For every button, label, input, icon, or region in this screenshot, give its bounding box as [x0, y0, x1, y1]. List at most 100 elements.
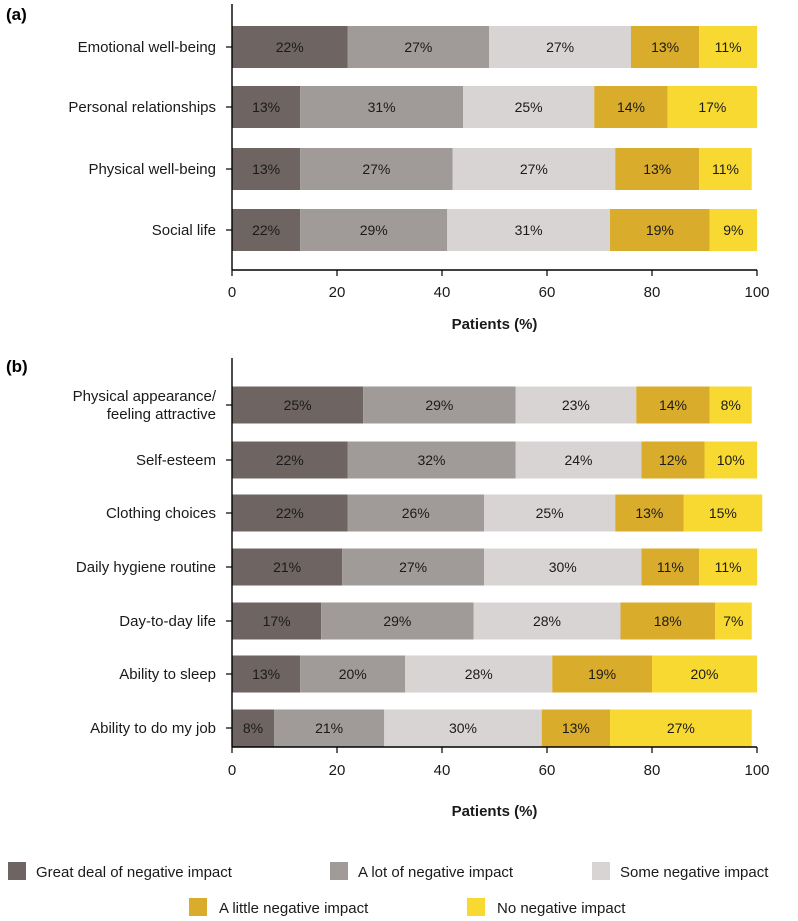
data-label: 12% [659, 452, 687, 468]
data-label: 21% [273, 559, 301, 575]
data-label: 11% [715, 39, 742, 55]
data-label: 14% [659, 397, 687, 413]
bar-segment [484, 494, 616, 532]
bar-segment [232, 86, 301, 128]
bar-row: 22% 32% 24% 12% 10% [232, 441, 757, 479]
x-tick-label: 80 [644, 284, 661, 301]
bar-segment [552, 655, 652, 693]
panel-a: (a) 22% 27% 27% 13% 11% Emotional well-being 13… [6, 4, 770, 333]
legend-item: Great deal of negative impact [8, 862, 233, 881]
bar-segment [515, 386, 637, 424]
data-label: 20% [690, 666, 718, 682]
data-label: 28% [533, 613, 561, 629]
bar-row: 13% 31% 25% 14% 17% [232, 86, 757, 128]
bar-segment [342, 548, 484, 586]
data-label: 24% [564, 452, 592, 468]
bar-segment [699, 26, 757, 68]
data-label: 21% [315, 720, 343, 736]
bar-segment [699, 548, 757, 586]
bar-segment [232, 26, 348, 68]
data-label: 19% [646, 222, 674, 238]
bar-segment [274, 709, 385, 747]
data-label: 26% [402, 505, 430, 521]
data-label: 18% [654, 613, 682, 629]
bar-segment [321, 602, 474, 640]
bar-row: 22% 26% 25% 13% 15% [232, 494, 763, 532]
bar-segment [300, 209, 448, 251]
bar-segment [715, 602, 752, 640]
bar-segment [363, 386, 516, 424]
data-label: 13% [562, 720, 590, 736]
bar-row: 13% 27% 27% 13% 11% [232, 148, 752, 190]
legend-item: A lot of negative impact [330, 862, 514, 881]
data-label: 25% [284, 397, 312, 413]
data-label: 28% [465, 666, 493, 682]
x-tick-label: 100 [744, 284, 769, 301]
data-label: 19% [588, 666, 616, 682]
x-tick-label: 40 [434, 762, 451, 779]
legend-swatch [8, 862, 26, 880]
legend-label: No negative impact [497, 900, 626, 917]
data-label: 13% [643, 161, 671, 177]
data-label: 25% [536, 505, 564, 521]
bar-segment [232, 386, 364, 424]
data-label: 13% [651, 39, 679, 55]
data-label: 27% [520, 161, 548, 177]
bar-segment [620, 602, 715, 640]
x-axis-title: Patients (%) [452, 803, 538, 820]
bar-segment [615, 494, 684, 532]
bar-segment [683, 494, 763, 532]
data-label: 13% [635, 505, 663, 521]
data-label: 11% [712, 161, 739, 177]
data-label: 30% [449, 720, 477, 736]
x-tick-label: 40 [434, 284, 451, 301]
bar-segment [515, 441, 642, 479]
legend-item: Some negative impact [592, 862, 769, 881]
data-label: 9% [723, 222, 743, 238]
bar-row: 13% 20% 28% 19% 20% [232, 655, 757, 693]
legend-item: A little negative impact [189, 898, 369, 917]
legend-item: No negative impact [467, 898, 626, 917]
panel-b: (b) 25% 29% 23% 14% 8% Physical appearance/fee… [6, 357, 770, 820]
bar-segment [347, 26, 490, 68]
legend-label: Great deal of negative impact [36, 864, 233, 881]
x-tick-label: 0 [228, 284, 236, 301]
bar-segment [232, 709, 274, 747]
data-label: 20% [339, 666, 367, 682]
data-label: 27% [546, 39, 574, 55]
bar-row: 8% 21% 30% 13% 27% [232, 709, 752, 747]
bar-segment [636, 386, 710, 424]
x-tick-label: 20 [329, 762, 346, 779]
data-label: 11% [657, 559, 684, 575]
panel-label: (a) [6, 5, 27, 24]
data-label: 29% [425, 397, 453, 413]
data-label: 22% [252, 222, 280, 238]
category-label: Physical well-being [88, 161, 216, 178]
category-label: Self-esteem [136, 452, 216, 469]
data-label: 7% [723, 613, 743, 629]
bar-segment [484, 548, 642, 586]
bar-row: 25% 29% 23% 14% 8% [232, 386, 752, 424]
bar-segment [347, 441, 516, 479]
bar-segment [232, 602, 322, 640]
data-label: 25% [515, 99, 543, 115]
bar-segment [699, 148, 752, 190]
x-tick-label: 60 [539, 284, 556, 301]
bar-segment [447, 209, 610, 251]
category-label: Ability to sleep [119, 666, 216, 683]
legend-swatch [189, 898, 207, 916]
bar-segment [652, 655, 757, 693]
data-label: 13% [252, 161, 280, 177]
bar-segment [232, 209, 301, 251]
bar-segment [610, 209, 710, 251]
legend-label: A lot of negative impact [358, 864, 514, 881]
data-label: 22% [276, 452, 304, 468]
bar-segment [232, 441, 348, 479]
bar-segment [594, 86, 668, 128]
bar-segment [709, 386, 752, 424]
bar-segment [473, 602, 621, 640]
bar-segment [232, 655, 301, 693]
data-label: 31% [515, 222, 543, 238]
category-label: Daily hygiene routine [76, 559, 216, 576]
